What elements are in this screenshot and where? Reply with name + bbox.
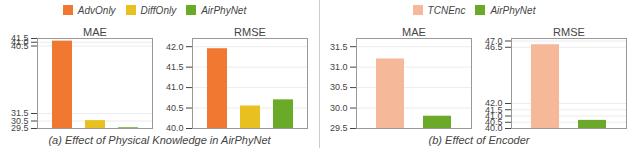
svg-text:40.5: 40.5 — [165, 103, 183, 113]
svg-text:RMSE: RMSE — [234, 26, 266, 38]
svg-text:41.0: 41.0 — [485, 110, 503, 121]
svg-text:MAE: MAE — [83, 26, 107, 38]
svg-text:42.0: 42.0 — [165, 42, 183, 52]
html-text:AirPhyNet: AirPhyNet — [201, 4, 247, 16]
svg-text:29.5: 29.5 — [330, 123, 348, 132]
html-text:(b) Effect of Encoder: (b) Effect of Encoder — [428, 134, 530, 146]
svg-text:31.0: 31.0 — [330, 62, 348, 72]
svg-text:30.0: 30.0 — [330, 103, 348, 113]
svg-text:30.5: 30.5 — [330, 82, 348, 92]
svg-text:RMSE: RMSE — [553, 26, 585, 38]
svg-text:41.0: 41.0 — [165, 82, 183, 92]
svg-text:31.5: 31.5 — [10, 108, 28, 118]
html-text:AirPhyNet: AirPhyNet — [490, 4, 536, 16]
svg-text:MAE: MAE — [402, 26, 426, 38]
svg-text:40.5: 40.5 — [485, 117, 503, 128]
svg-text:42.0: 42.0 — [485, 98, 503, 108]
svg-text:47.0: 47.0 — [485, 36, 503, 46]
svg-text:46.5: 46.5 — [485, 42, 503, 53]
html-text:(a) Effect of Physical Knowled: (a) Effect of Physical Knowledge in AirP… — [48, 134, 271, 146]
html-text:AdvOnly: AdvOnly — [77, 4, 116, 16]
svg-text:30.5: 30.5 — [10, 115, 28, 126]
svg-text:41.5: 41.5 — [485, 104, 503, 115]
html-text:TCNEnc: TCNEnc — [427, 4, 466, 16]
svg-text:41.5: 41.5 — [165, 62, 183, 72]
html-text:DiffOnly: DiffOnly — [140, 4, 177, 16]
svg-text:31.5: 31.5 — [330, 42, 348, 52]
svg-text:40.0: 40.0 — [165, 123, 183, 132]
svg-text:41.5: 41.5 — [10, 33, 28, 43]
